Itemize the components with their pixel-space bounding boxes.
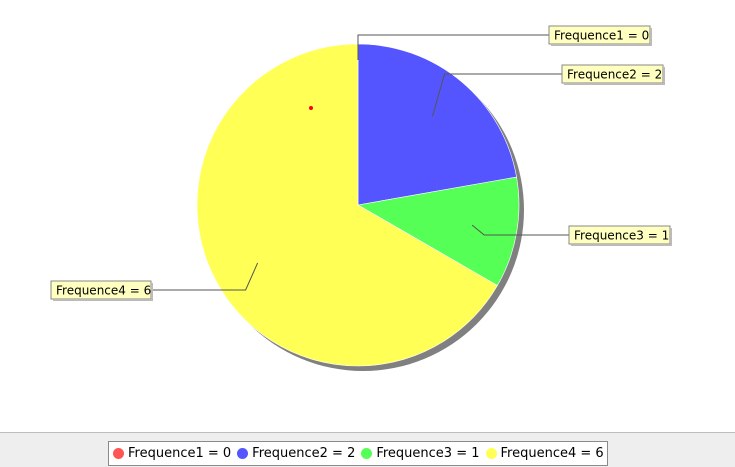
label-box-shadow <box>571 244 672 246</box>
zero-slice-marker <box>309 106 313 110</box>
legend-label: Frequence2 = 2 <box>252 446 356 461</box>
slice-label-text: Frequence1 = 0 <box>554 29 649 43</box>
label-box-shadow <box>564 83 665 85</box>
legend-swatch-icon <box>113 448 124 459</box>
slice-label-text: Frequence3 = 1 <box>574 229 669 243</box>
legend-label: Frequence1 = 0 <box>128 446 232 461</box>
leader-line <box>432 73 562 117</box>
label-box-shadow <box>551 44 652 46</box>
leader-line <box>357 34 549 60</box>
leader-line <box>151 262 259 291</box>
slice-label-3: Frequence3 = 1 <box>471 224 672 246</box>
slice-label-4: Frequence4 = 6 <box>50 262 259 301</box>
slice-labels: Frequence1 = 0 Frequence2 = 2 Frequence3 =… <box>50 25 672 301</box>
slice-label-2: Frequence2 = 2 <box>432 64 665 117</box>
pie-slice-3 <box>357 176 520 286</box>
legend-label: Frequence4 = 6 <box>500 446 604 461</box>
legend-swatch-icon <box>485 448 497 459</box>
legend-swatch-icon <box>361 448 373 459</box>
legend-item: Frequence4 = 6 <box>485 446 604 461</box>
pie-slices <box>196 43 520 367</box>
slice-label-text: Frequence2 = 2 <box>567 68 662 82</box>
pie-chart-svg: Frequence1 = 0 Frequence2 = 2 Frequence3 =… <box>50 25 672 371</box>
legend-item: Frequence2 = 2 <box>237 446 355 461</box>
legend-swatch-icon <box>237 448 249 459</box>
label-box-shadow <box>650 28 652 46</box>
legend: Frequence1 = 0 Frequence2 = 2 Frequence3… <box>108 441 608 466</box>
label-box-shadow <box>663 67 665 85</box>
label-box-shadow <box>670 228 672 246</box>
pie-chart: Frequence1 = 0 Frequence2 = 2 Frequence3 =… <box>50 25 672 371</box>
leader-line <box>471 224 569 236</box>
legend-label: Frequence3 = 1 <box>376 446 480 461</box>
slice-label-text: Frequence4 = 6 <box>56 284 151 298</box>
pie-slice-2 <box>357 43 517 206</box>
slice-label-1: Frequence1 = 0 <box>357 25 652 60</box>
label-box-shadow <box>151 283 153 301</box>
pie-slice-4 <box>196 43 498 367</box>
label-box-shadow <box>53 299 153 301</box>
legend-item: Frequence1 = 0 <box>113 446 231 461</box>
legend-item: Frequence3 = 1 <box>361 446 480 461</box>
